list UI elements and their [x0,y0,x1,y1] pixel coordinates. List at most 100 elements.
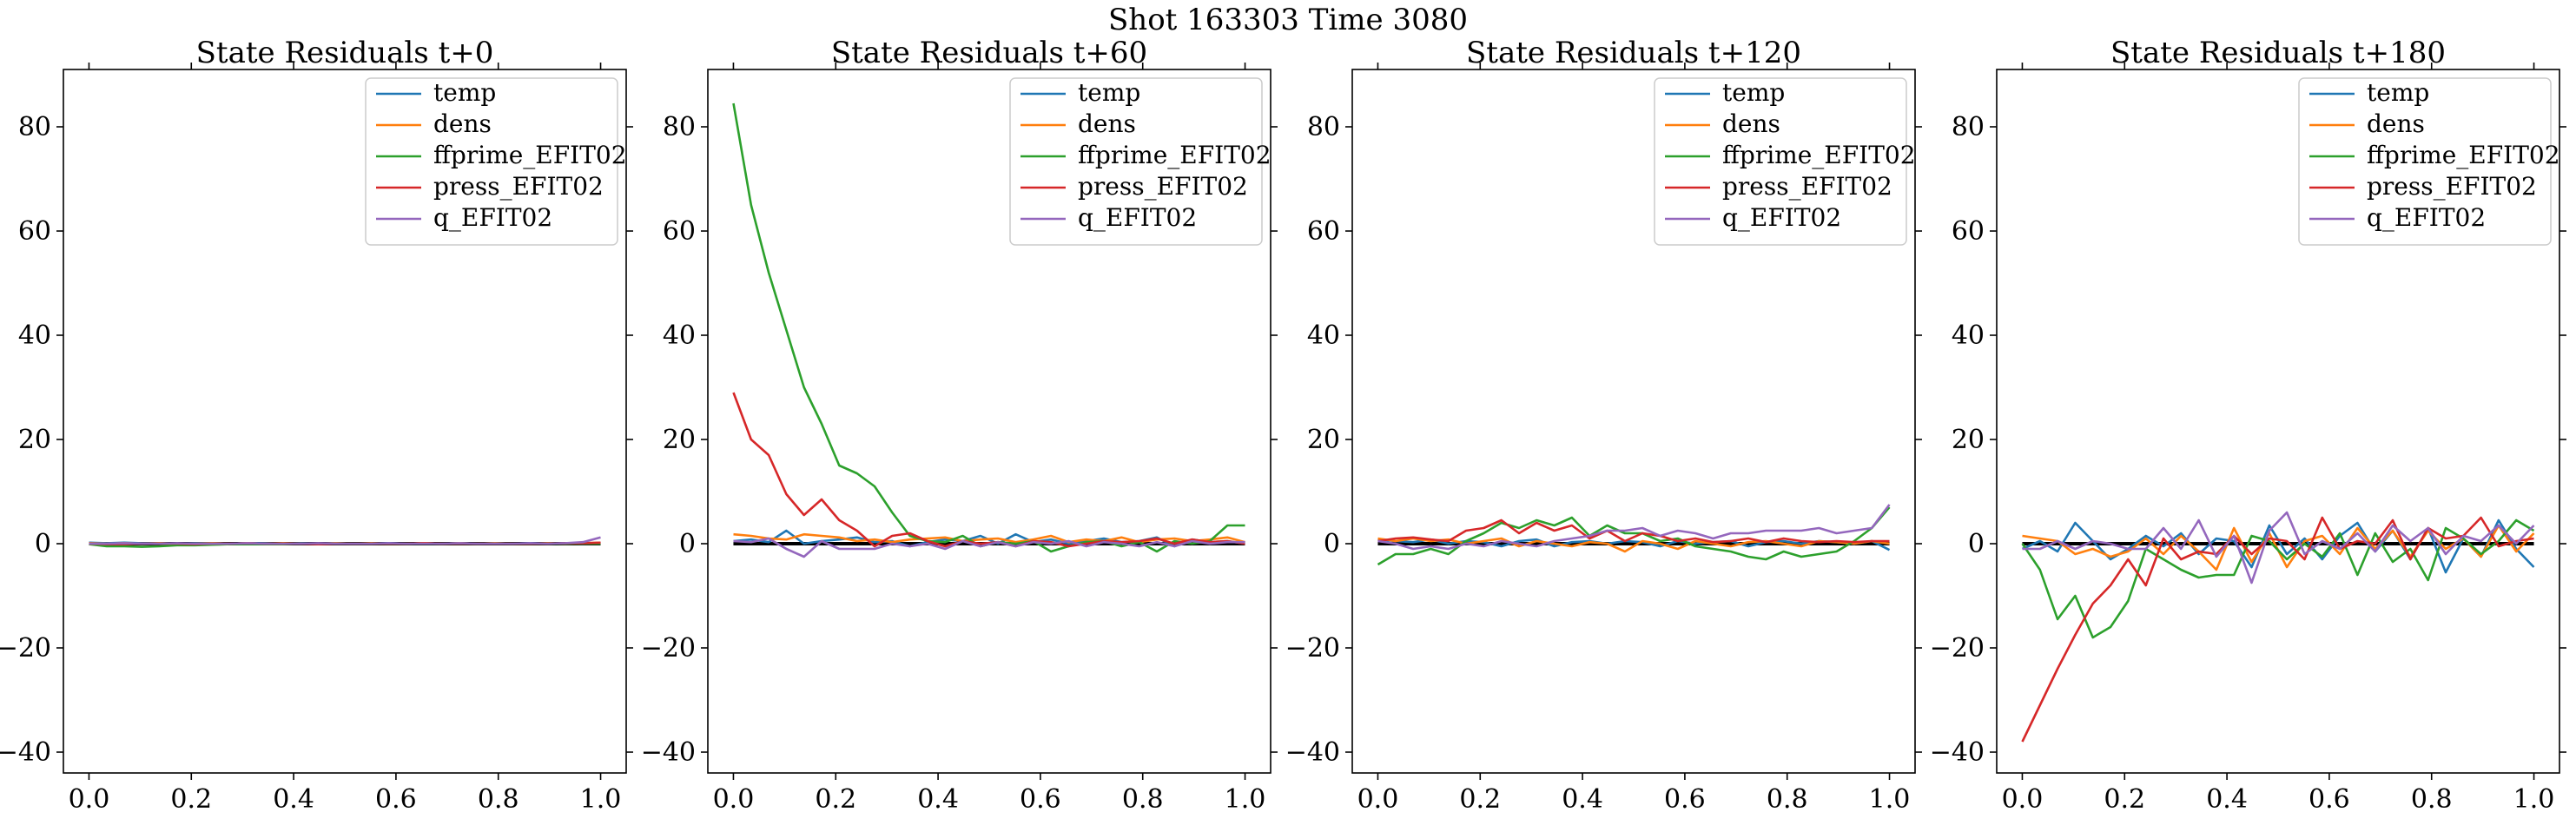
series-line-temp [2021,518,2535,574]
legend-entry: q_EFIT02 [433,203,552,232]
x-tick-label: 0.4 [273,784,314,815]
series-line-q_EFIT02 [1377,504,1891,551]
x-tick-label: 0.8 [2411,784,2453,815]
y-tick-label: 80 [1307,112,1340,142]
legend-entry: q_EFIT02 [2367,203,2486,232]
legend-entry: temp [1722,78,1785,107]
series-line-q_EFIT02 [733,537,1245,558]
legend-entry: dens [2367,109,2425,138]
legend-entry: temp [1078,78,1140,107]
y-tick-label: 80 [1952,112,1985,142]
legend-entry: press_EFIT02 [433,172,604,201]
legend-entry: press_EFIT02 [1078,172,1248,201]
x-tick-label: 0.0 [69,784,110,815]
y-tick-label: 40 [1952,320,1985,351]
y-tick-label: 20 [663,425,696,455]
y-tick-label: 20 [1952,425,1985,455]
legend-entry: ffprime_EFIT02 [433,141,627,169]
x-tick-label: 0.8 [1122,784,1164,815]
series-line-ffprime_EFIT02 [2021,518,2535,639]
panels: State Residuals t+0 0.0 0.2 0.4 0.6 0.8 1.0 −40… [0,36,2566,815]
y-tick-label: −40 [1285,737,1340,768]
y-tick-label: −20 [0,633,51,664]
x-tick-label: 0.4 [917,784,959,815]
legend-box [2298,77,2552,246]
panel-title: State Residuals t+180 [2110,36,2446,70]
y-tick-label: 40 [663,320,696,351]
legend-entry: ffprime_EFIT02 [1078,141,1271,169]
legend-box [365,77,618,246]
y-tick-label: −20 [1930,633,1985,664]
x-tick-label: 1.0 [1869,784,1911,815]
x-tick-label: 0.6 [1020,784,1061,815]
y-tick-label: 60 [1952,216,1985,247]
legend-entry: temp [433,78,496,107]
legend-entry: dens [1078,109,1136,138]
y-tick-label: 80 [663,112,696,142]
y-tick-label: 60 [663,216,696,247]
legend-entry: press_EFIT02 [1722,172,1892,201]
legend-entry: dens [1722,109,1780,138]
x-tick-label: 0.6 [2308,784,2350,815]
legend-entry: ffprime_EFIT02 [1722,141,1916,169]
series-line-press_EFIT02 [1377,518,1890,544]
x-tick-label: 0.4 [1562,784,1603,815]
legend-entry: ffprime_EFIT02 [2367,141,2560,169]
y-tick-label: −40 [641,737,696,768]
y-tick-label: 0 [679,529,696,559]
x-tick-label: 0.0 [2002,784,2044,815]
legend-box [1009,77,1263,246]
x-tick-label: 0.6 [375,784,417,815]
panel-3: State Residuals t+180 0.0 0.2 0.4 0.6 0.8 1.0 −… [1930,36,2566,815]
y-tick-label: −40 [1930,737,1985,768]
panel-title: State Residuals t+0 [196,36,494,70]
axes-frame [707,69,1271,774]
y-tick-label: 60 [18,216,51,247]
x-tick-label: 0.2 [2104,784,2145,815]
series-line-q_EFIT02 [2022,511,2535,585]
x-tick-label: 0.2 [815,784,856,815]
y-tick-label: 40 [1307,320,1340,351]
series-line-temp [1377,538,1891,552]
axes-frame [1351,69,1916,774]
figure-suptitle: Shot 163303 Time 3080 [1108,3,1468,37]
y-tick-label: 0 [1324,529,1340,559]
x-tick-label: 0.6 [1664,784,1706,815]
panel-0: State Residuals t+0 0.0 0.2 0.4 0.6 0.8 1.0 −40… [0,36,633,815]
panel-title: State Residuals t+60 [831,36,1147,70]
x-tick-label: 1.0 [1225,784,1266,815]
legend-entry: dens [433,109,492,138]
x-tick-label: 0.8 [1767,784,1808,815]
y-tick-label: −20 [1285,633,1340,664]
y-tick-label: 40 [18,320,51,351]
x-tick-label: 0.2 [170,784,212,815]
x-tick-label: 1.0 [580,784,622,815]
series-line-press_EFIT02 [2021,516,2534,743]
y-tick-label: 20 [18,425,51,455]
series-line-press_EFIT02 [732,392,1245,548]
legend-entry: press_EFIT02 [2367,172,2537,201]
y-tick-label: 80 [18,112,51,142]
x-tick-label: 0.2 [1459,784,1501,815]
panel-title: State Residuals t+120 [1466,36,1801,70]
y-tick-label: 20 [1307,425,1340,455]
axes-frame [63,69,627,774]
legend-entry: q_EFIT02 [1722,203,1841,232]
y-tick-label: 0 [1968,529,1985,559]
x-tick-label: 0.0 [713,784,755,815]
y-tick-label: −20 [641,633,696,664]
panel-2: State Residuals t+120 0.0 0.2 0.4 0.6 0.8 1.0 −… [1285,36,1922,815]
series-line-ffprime_EFIT02 [1377,506,1891,566]
legend-entry: q_EFIT02 [1078,203,1197,232]
series-line-q_EFIT02 [89,536,601,545]
axes-frame [1996,69,2560,774]
x-tick-label: 0.8 [478,784,519,815]
legend-entry: temp [2367,78,2429,107]
x-tick-label: 0.0 [1357,784,1399,815]
y-tick-label: −40 [0,737,51,768]
